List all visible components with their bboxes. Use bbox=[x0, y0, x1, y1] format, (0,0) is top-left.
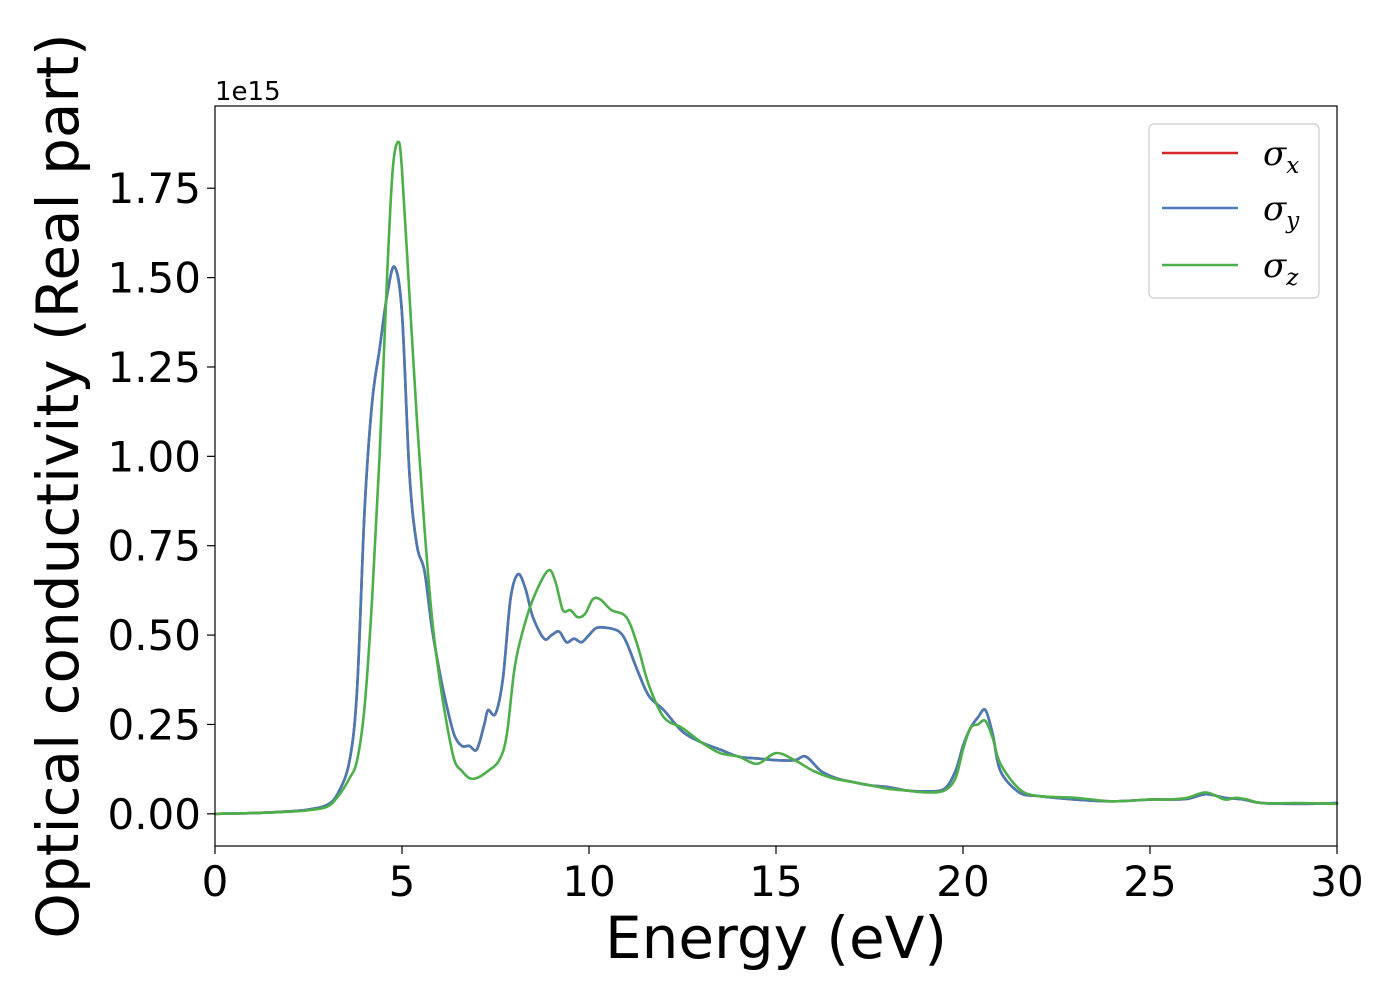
y-axis-title: Optical conductivity (Real part) bbox=[24, 33, 92, 938]
plot-lines bbox=[213, 140, 1339, 816]
y-tick-label: 1.25 bbox=[107, 343, 201, 392]
legend-label-sigma-z: σz bbox=[1263, 246, 1299, 291]
legend-box bbox=[1148, 123, 1320, 299]
x-tick-label: 5 bbox=[389, 857, 416, 906]
x-tick-label: 15 bbox=[749, 857, 802, 906]
y-tick-label: 1.75 bbox=[107, 164, 201, 213]
y-tick-label: 0.25 bbox=[107, 700, 201, 749]
legend-label-sigma-x: σx bbox=[1263, 134, 1299, 179]
y-tick-label: 1.50 bbox=[107, 254, 201, 303]
y-axis-ticks: 0.00 0.25 0.50 0.75 1.00 1.25 1.50 1.75 bbox=[107, 164, 215, 839]
x-tick-label: 10 bbox=[562, 857, 615, 906]
x-axis-title: Energy (eV) bbox=[605, 904, 947, 972]
legend: σx σy σz bbox=[1148, 123, 1320, 299]
x-tick-label: 0 bbox=[202, 857, 229, 906]
y-offset-text: 1e15 bbox=[215, 77, 281, 107]
x-axis-ticks: 0 5 10 15 20 25 30 bbox=[202, 846, 1364, 906]
y-tick-label: 0.50 bbox=[107, 611, 201, 660]
legend-label-sigma-y: σy bbox=[1263, 189, 1300, 234]
y-tick-label: 0.00 bbox=[107, 790, 201, 839]
x-tick-label: 30 bbox=[1310, 857, 1363, 906]
series-line-sigma-z bbox=[213, 140, 1339, 816]
x-tick-label: 25 bbox=[1123, 857, 1176, 906]
y-tick-label: 1.00 bbox=[107, 432, 201, 481]
x-tick-label: 20 bbox=[936, 857, 989, 906]
y-tick-label: 0.75 bbox=[107, 522, 201, 571]
